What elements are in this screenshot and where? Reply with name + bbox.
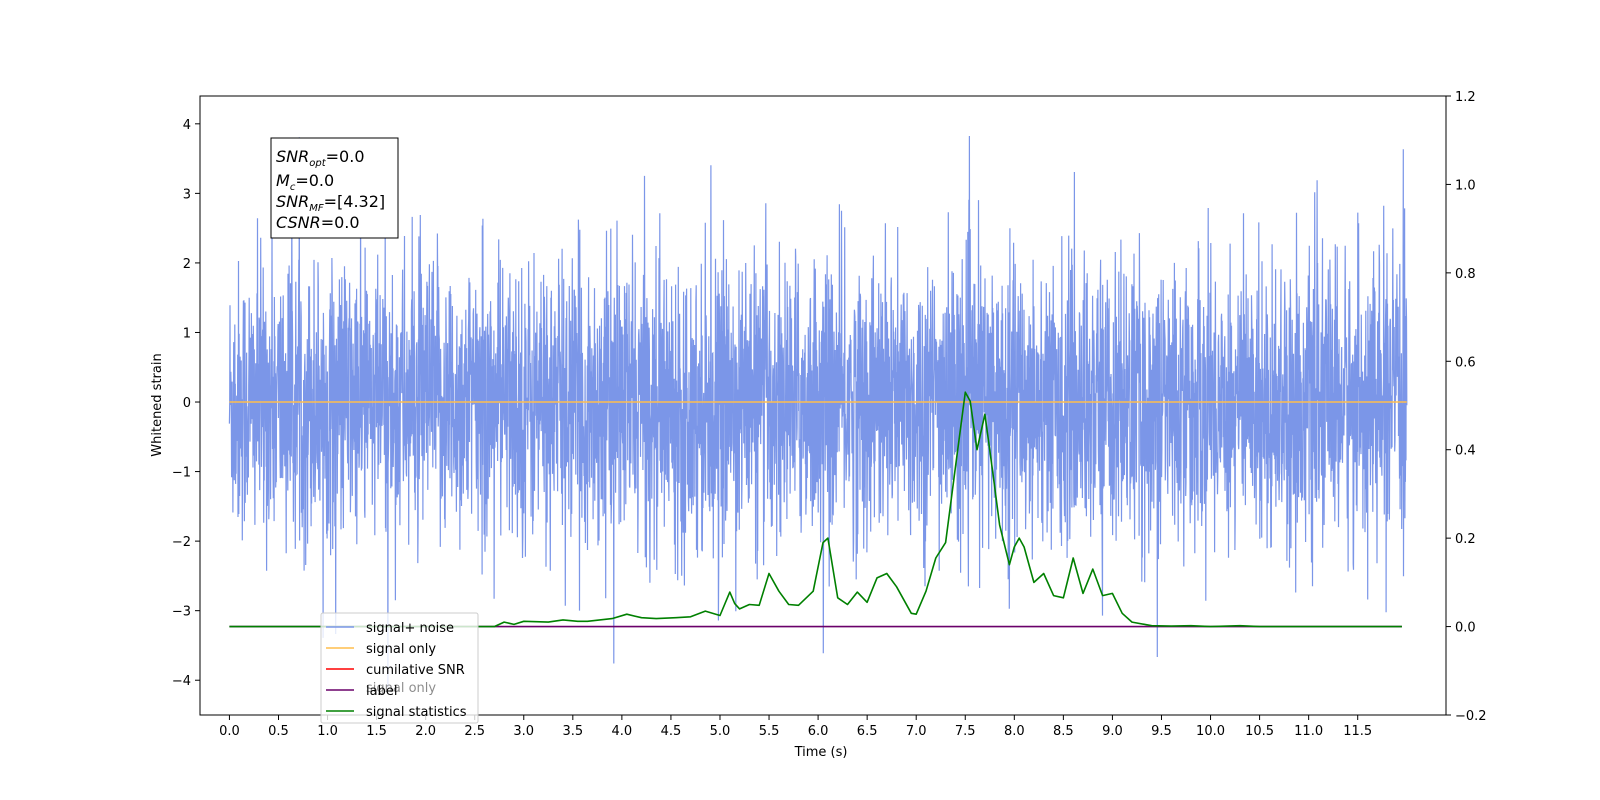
legend-entries: signal+ noise signal only cumilative SNR la…	[326, 621, 467, 720]
x-tick-label-0: 0.0	[219, 724, 240, 739]
x-tick-label-4: 2.0	[415, 724, 436, 739]
x-tick-label-16: 8.0	[1004, 724, 1025, 739]
y2-tick-label-3: 0.4	[1455, 444, 1476, 459]
y-tick-label-7: 3	[183, 187, 191, 202]
y-axis-label: Whitened strain	[150, 353, 165, 456]
y2-tick-label-0: −0.2	[1455, 709, 1487, 724]
y2-tick-label-2: 0.2	[1455, 532, 1476, 547]
x-tick-label-5: 2.5	[464, 724, 485, 739]
y-tick-label-5: 1	[183, 326, 191, 341]
annotation-snr-mf-sub: MF	[309, 203, 324, 214]
y2-tick-label-5: 0.8	[1455, 267, 1476, 282]
x-tick-label-11: 5.5	[759, 724, 780, 739]
plot-frame	[199, 95, 1447, 716]
y-tick-label-3: −1	[172, 466, 191, 481]
y-tick-label-1: −3	[172, 605, 191, 620]
x-tick-label-6: 3.0	[513, 724, 534, 739]
annotation-snr-opt-sub: opt	[309, 158, 326, 169]
y-tick-label-0: −4	[172, 674, 191, 689]
annotation-csnr-base: CSNR	[276, 213, 321, 232]
y-tick-label-2: −2	[172, 535, 191, 550]
x-tick-label-22: 11.0	[1294, 724, 1323, 739]
y2-tick-label-6: 1.0	[1455, 178, 1476, 193]
legend-label-cumilative-snr: cumilative SNR	[366, 663, 465, 678]
x-tick-label-18: 9.0	[1102, 724, 1123, 739]
annotation-csnr-value: =0.0	[321, 213, 360, 232]
annotation-line-snr-opt: SNRopt=0.0	[276, 147, 365, 169]
x-tick-label-3: 1.5	[366, 724, 387, 739]
legend-frame	[320, 612, 479, 724]
annotation-line-csnr: CSNR=0.0	[276, 213, 360, 232]
x-tick-label-13: 6.5	[857, 724, 878, 739]
x-tick-label-2: 1.0	[317, 724, 338, 739]
x-tick-label-1: 0.5	[268, 724, 289, 739]
annotation-mc-base: M	[276, 171, 290, 190]
y2-tick-label-7: 1.2	[1455, 90, 1476, 105]
legend-overlap-text: signal only	[366, 681, 436, 696]
legend-label-label: label	[366, 684, 397, 699]
y-tick-label-8: 4	[183, 118, 191, 133]
annotation-mc-value: =0.0	[295, 171, 334, 190]
y-tick-label-6: 2	[183, 257, 191, 272]
annotation-box: SNRopt=0.0 Mc=0.0 SNRMF=[4.32] CSNR=0.0	[270, 137, 399, 239]
annotation-frame	[270, 137, 399, 239]
x-tick-label-21: 10.5	[1245, 724, 1274, 739]
y-axis-right: −0.2 0.0 0.2 0.4 0.6 0.8 1.0 1.2	[1446, 90, 1487, 724]
annotation-line-mc: Mc=0.0	[276, 171, 334, 193]
x-tick-label-12: 6.0	[808, 724, 829, 739]
x-tick-label-17: 8.5	[1053, 724, 1074, 739]
legend: signal only signal+ noise signal only cumi…	[320, 612, 479, 724]
legend-label-signal-only: signal only	[366, 642, 436, 657]
x-axis: 0.0 0.5 1.0 1.5 2.0 2.5 3.0 3.5 4.0 4.5 5.0 5.5 6.0 6…	[219, 715, 1372, 739]
x-tick-label-20: 10.0	[1196, 724, 1225, 739]
annotation-snr-mf-value: =[4.32]	[324, 192, 386, 211]
x-tick-label-7: 3.5	[562, 724, 583, 739]
series-signal-statistics	[229, 391, 1402, 628]
y-tick-label-4: 0	[183, 396, 191, 411]
annotation-snr-opt-value: =0.0	[326, 147, 365, 166]
legend-label-signal-statistics: signal statistics	[366, 705, 467, 720]
annotation-snr-mf-base: SNR	[276, 192, 309, 211]
annotation-snr-opt-base: SNR	[276, 147, 309, 166]
x-tick-label-19: 9.5	[1151, 724, 1172, 739]
y2-tick-label-1: 0.0	[1455, 621, 1476, 636]
x-tick-label-10: 5.0	[710, 724, 731, 739]
legend-label-signal-noise: signal+ noise	[366, 621, 454, 636]
x-tick-label-9: 4.5	[661, 724, 682, 739]
x-axis-label: Time (s)	[794, 745, 848, 760]
y-axis-left: −4 −3 −2 −1 0 1 2 3 4	[172, 118, 200, 689]
annotation-mc-sub: c	[290, 182, 296, 193]
x-tick-label-23: 11.5	[1343, 724, 1372, 739]
y2-tick-label-4: 0.6	[1455, 355, 1476, 370]
annotation-line-snr-mf: SNRMF=[4.32]	[276, 192, 385, 214]
x-tick-label-14: 7.0	[906, 724, 927, 739]
x-tick-label-8: 4.0	[612, 724, 633, 739]
x-tick-label-15: 7.5	[955, 724, 976, 739]
